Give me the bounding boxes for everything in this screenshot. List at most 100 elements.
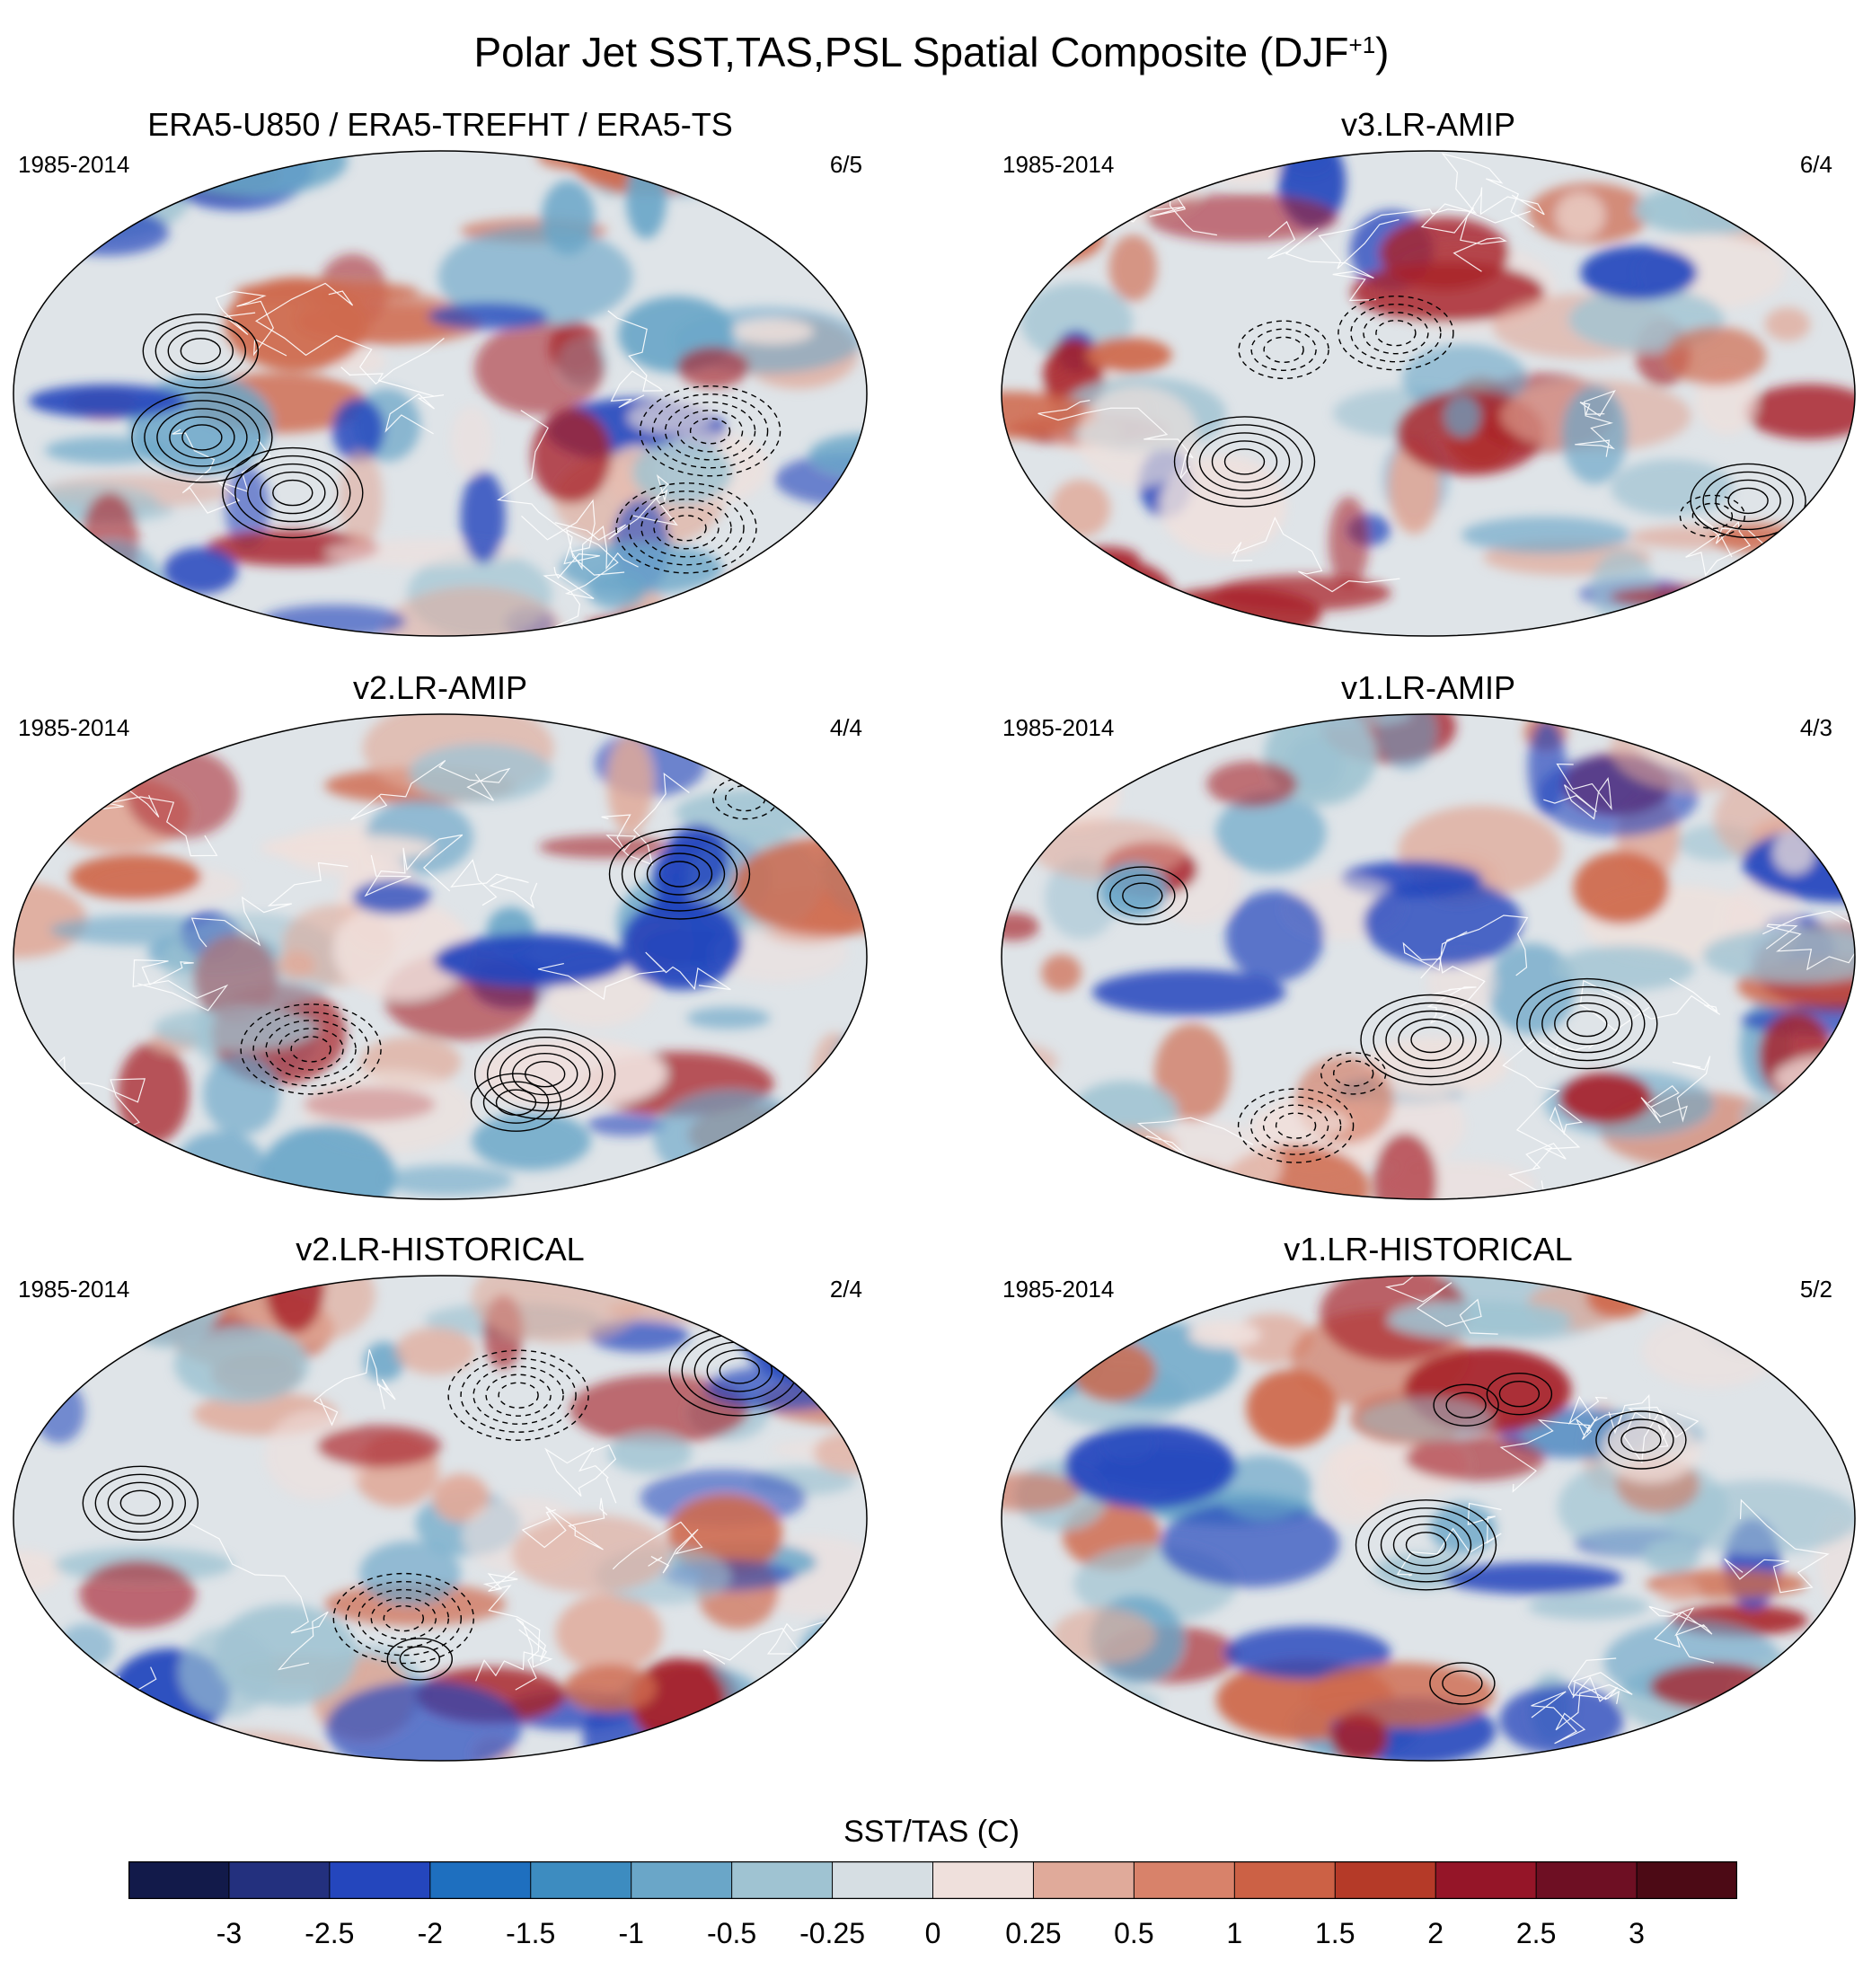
contour-negative	[1338, 295, 1454, 371]
contour-positive	[1355, 1499, 1497, 1591]
colorbar-swatch	[1536, 1861, 1638, 1899]
anomaly-blob	[746, 759, 867, 798]
panel-title: v2.LR-HISTORICAL	[296, 1231, 585, 1268]
contour-positive	[1385, 1010, 1477, 1070]
coastline	[172, 429, 271, 514]
anomaly-blob	[13, 1286, 70, 1383]
coastline	[1608, 1394, 1670, 1448]
contour-positive	[1392, 1524, 1460, 1567]
colorbar-ticks: -3 -2.5 -2 -1.5 -1 -0.5 -0.25 0 0.25 0.5 1 1.5 2 2.5 3	[0, 1917, 1863, 1953]
contour-positive	[470, 1073, 562, 1132]
anomaly-blob	[1559, 1073, 1652, 1124]
anomaly-blob	[541, 180, 596, 255]
colorbar	[128, 1861, 1737, 1899]
contour-negative	[615, 482, 757, 574]
panel-period: 1985-2014	[1002, 151, 1115, 178]
coastline	[475, 1618, 553, 1682]
anomaly-blob	[1305, 1662, 1495, 1728]
anomaly-blob	[474, 322, 605, 415]
contour-positive	[131, 392, 273, 483]
anomaly-blob	[1554, 945, 1695, 991]
anomaly-blob	[1138, 1162, 1221, 1199]
colorbar-swatch	[429, 1861, 532, 1899]
coastline	[190, 1523, 329, 1671]
anomaly-blob	[202, 1054, 280, 1135]
coastline	[1640, 1056, 1711, 1124]
coastline	[350, 760, 511, 821]
coastline	[1568, 1395, 1700, 1464]
panel-count: 6/4	[1799, 151, 1832, 178]
anomaly-blob	[779, 714, 846, 791]
anomaly-blob	[1108, 234, 1158, 302]
contour-positive	[399, 1646, 440, 1673]
coastlines	[1384, 1276, 1830, 1745]
contour-positive	[1702, 471, 1794, 531]
coastline	[1402, 914, 1529, 976]
colorbar-swatch	[932, 1861, 1034, 1899]
anomaly-blob	[1318, 1443, 1390, 1524]
anomaly-blob	[1376, 714, 1437, 771]
contour-positive	[1541, 994, 1633, 1054]
anomaly-blob	[437, 225, 633, 328]
contour-positive	[180, 338, 222, 365]
anomaly-blob	[14, 1276, 78, 1317]
contour-positive	[495, 1089, 537, 1116]
panel-count: 2/4	[829, 1276, 862, 1303]
anomaly-blob	[153, 1006, 317, 1051]
colorbar-swatch	[1335, 1861, 1436, 1899]
anomaly-blob	[711, 567, 818, 636]
map-panel-v3-amip: v3.LR-AMIP 1985-2014 6/4	[988, 106, 1863, 663]
colorbar-swatch	[832, 1861, 933, 1899]
anomaly-blob	[213, 1604, 358, 1706]
coastlines	[172, 282, 678, 632]
contour-negative	[1237, 1088, 1355, 1163]
anomaly-blob	[278, 950, 315, 979]
colorbar-swatch	[530, 1861, 632, 1899]
anomaly-blob	[538, 835, 670, 859]
anomaly-blob	[1030, 556, 1175, 636]
anomaly-blob	[563, 1664, 658, 1713]
contour-positive	[1442, 1670, 1483, 1697]
anomaly-blob	[1225, 890, 1324, 982]
anomaly-blob	[382, 586, 564, 636]
contour-negative	[290, 1036, 331, 1063]
anomaly-blob	[1148, 587, 1321, 636]
anomaly-blob	[741, 1308, 791, 1338]
panel-title: v1.LR-HISTORICAL	[1284, 1231, 1573, 1268]
anomaly-blob	[395, 1327, 476, 1375]
contour-positive	[499, 1045, 591, 1104]
contour-negative	[1375, 319, 1417, 347]
anomaly-blob	[1215, 792, 1327, 873]
psl-contours	[131, 314, 781, 574]
anomaly-blob	[707, 151, 867, 196]
coastline	[1531, 1672, 1633, 1745]
anomaly-blob	[811, 1032, 858, 1123]
coastline	[1419, 956, 1486, 1024]
map-field	[13, 714, 867, 1199]
contour-negative	[1679, 494, 1746, 538]
contour-positive	[658, 861, 701, 888]
anomaly-blob	[260, 834, 435, 861]
colorbar-tick-label: 1.5	[1315, 1917, 1355, 1949]
anomaly-blob	[1002, 152, 1125, 226]
anomaly-blob	[1744, 384, 1855, 440]
contour-negative	[345, 1580, 462, 1657]
colorbar-swatch	[128, 1861, 230, 1899]
panel-period: 1985-2014	[1002, 1276, 1115, 1303]
anomaly-blob	[1041, 954, 1082, 992]
anomaly-blob	[1074, 1127, 1178, 1168]
anomaly-blob	[569, 1374, 749, 1445]
map-field	[13, 151, 867, 636]
contour-positive	[482, 1081, 550, 1124]
map-panel-era5: ERA5-U850 / ERA5-TREFHT / ERA5-TS 1985-2…	[0, 106, 880, 663]
contour-positive	[1097, 866, 1188, 925]
contour-positive	[633, 844, 726, 904]
map-v1-historical	[1001, 1275, 1856, 1762]
colorbar-tick-label: 2	[1427, 1917, 1444, 1949]
coastline	[1420, 153, 1535, 234]
panel-count: 4/4	[829, 714, 862, 741]
anomaly-shading	[1002, 1276, 1855, 1761]
anomaly-blob	[1077, 385, 1198, 487]
contour-positive	[719, 1357, 760, 1384]
coastline	[364, 834, 464, 897]
